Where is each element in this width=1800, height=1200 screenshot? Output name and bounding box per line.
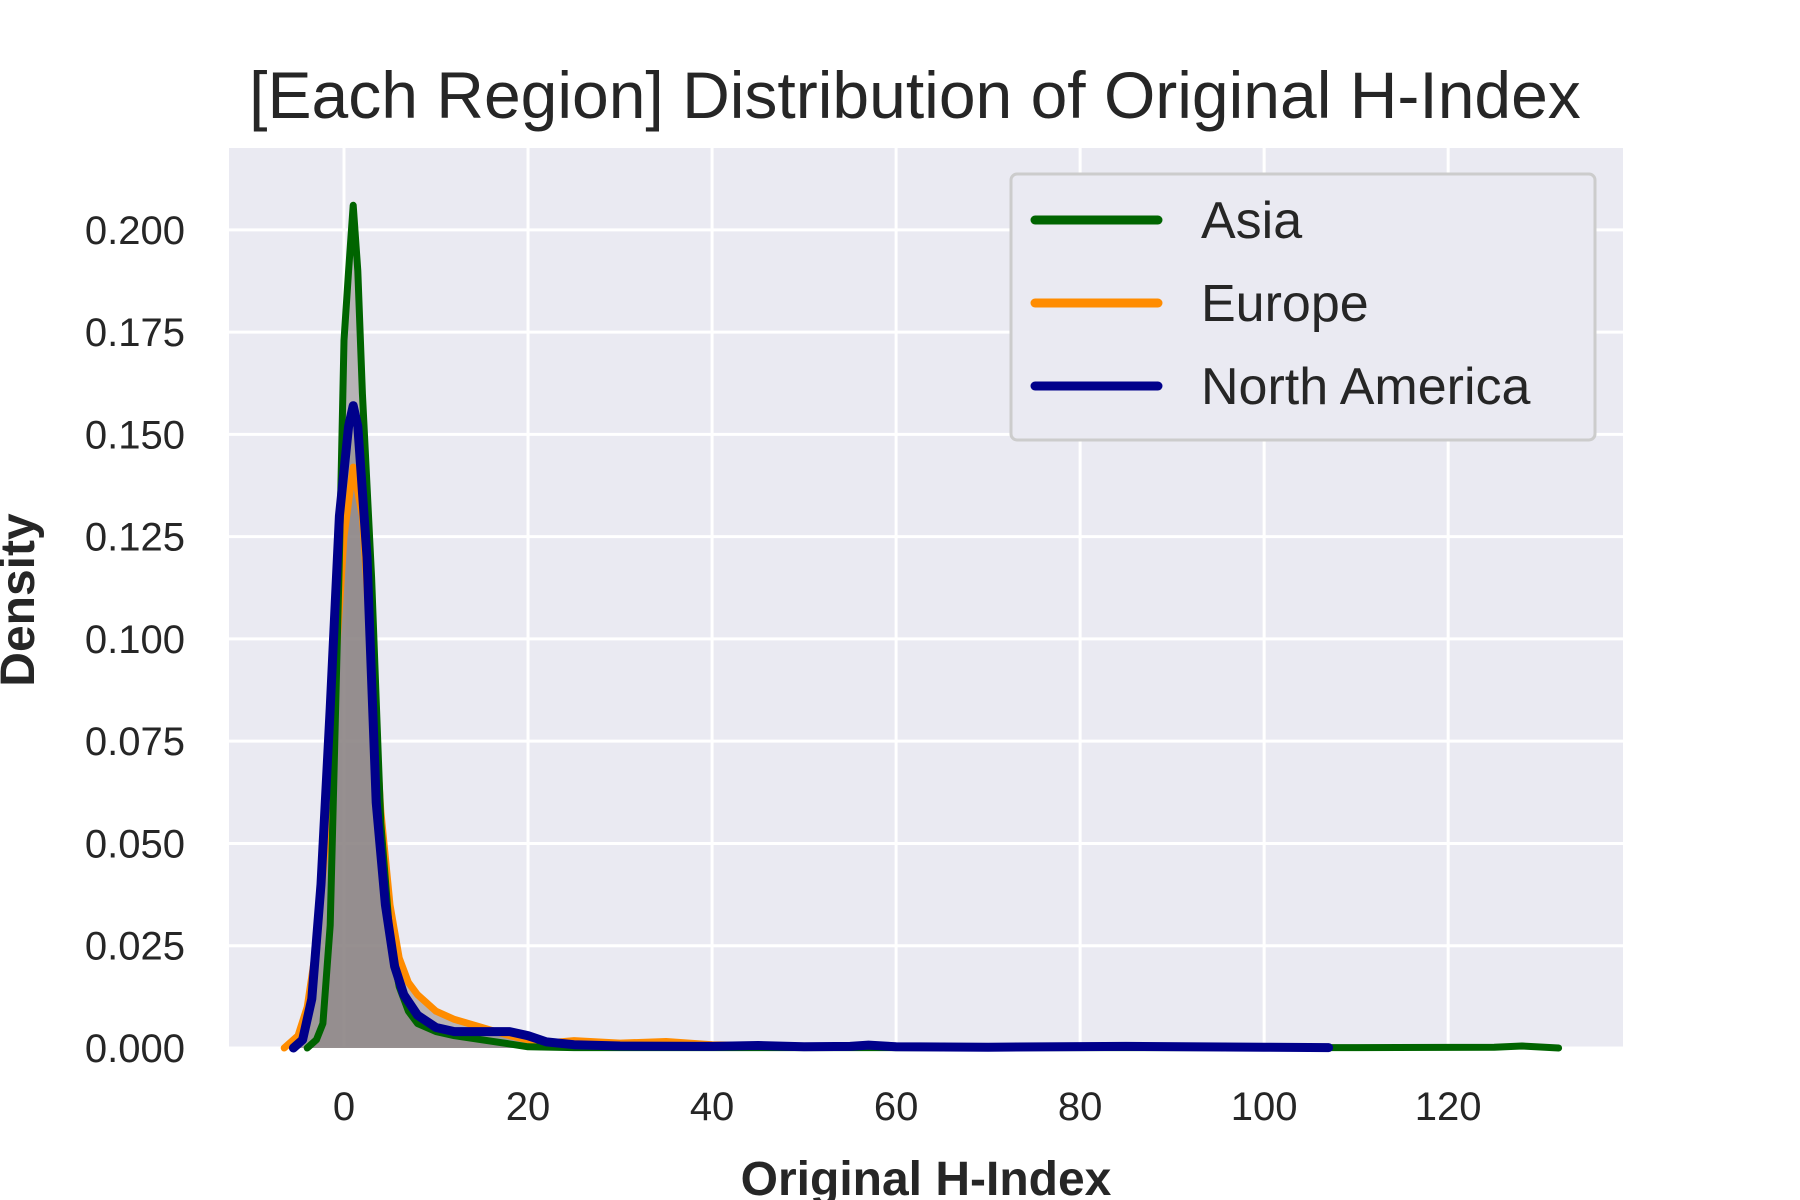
x-tick-label: 80 [1058, 1085, 1103, 1129]
y-tick-label: 0.000 [85, 1027, 185, 1071]
x-axis-label: Original H-Index [741, 1153, 1112, 1200]
legend-box [1009, 172, 1597, 442]
y-tick-label: 0.200 [85, 209, 185, 253]
y-tick-label: 0.150 [85, 413, 185, 457]
x-tick-label: 40 [690, 1085, 735, 1129]
x-tick-label: 60 [874, 1085, 919, 1129]
y-tick-label: 0.175 [85, 311, 185, 355]
legend-label: North America [1201, 358, 1531, 416]
y-axis-label: Density [0, 513, 45, 687]
x-tick-labels: 0 20 40 60 80 100 120 [333, 1085, 1482, 1129]
legend-label: Europe [1201, 275, 1369, 333]
legend: Asia Europe North America [1009, 172, 1597, 442]
chart-title: [Each Region] Distribution of Original H… [249, 58, 1581, 132]
x-tick-label: 120 [1415, 1085, 1482, 1129]
x-tick-label: 100 [1231, 1085, 1298, 1129]
legend-label: Asia [1201, 192, 1302, 250]
y-tick-label: 0.025 [85, 925, 185, 969]
x-tick-label: 0 [333, 1085, 355, 1129]
y-tick-label: 0.125 [85, 516, 185, 560]
y-tick-labels: 0.000 0.025 0.050 0.075 0.100 0.125 0.150 0.175… [85, 209, 185, 1071]
series-lines [280, 201, 1563, 1053]
y-tick-label: 0.100 [85, 618, 185, 662]
series-line-north-america [288, 401, 1334, 1053]
x-tick-label: 20 [506, 1085, 551, 1129]
y-tick-label: 0.050 [85, 822, 185, 866]
y-tick-label: 0.075 [85, 720, 185, 764]
